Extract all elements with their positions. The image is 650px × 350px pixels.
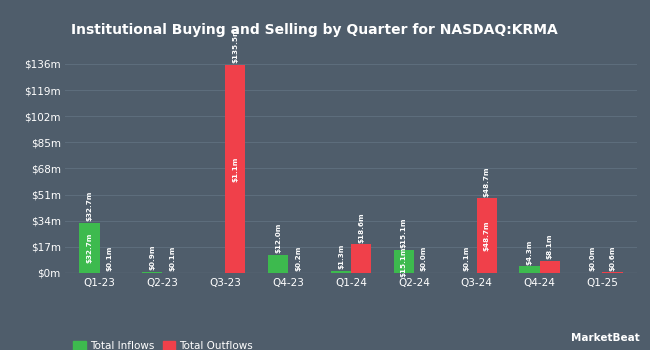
Text: $32.7m: $32.7m bbox=[86, 191, 92, 221]
Bar bbox=[519, 266, 540, 273]
Text: $15.1m: $15.1m bbox=[401, 246, 407, 276]
Text: $1.1m: $1.1m bbox=[232, 156, 239, 182]
Text: $0.6m: $0.6m bbox=[610, 245, 616, 271]
Text: MarketBeat: MarketBeat bbox=[571, 333, 640, 343]
Bar bbox=[603, 272, 623, 273]
Text: $15.1m: $15.1m bbox=[401, 218, 407, 248]
Bar bbox=[79, 223, 99, 273]
Bar bbox=[351, 244, 371, 273]
Bar bbox=[394, 250, 414, 273]
Bar bbox=[476, 198, 497, 273]
Text: $8.1m: $8.1m bbox=[547, 233, 552, 259]
Text: $0.2m: $0.2m bbox=[295, 246, 301, 271]
Text: $1.3m: $1.3m bbox=[338, 244, 344, 270]
Text: $0.1m: $0.1m bbox=[107, 246, 112, 271]
Text: $48.7m: $48.7m bbox=[484, 220, 489, 251]
Bar bbox=[540, 260, 560, 273]
Text: $135.5m: $135.5m bbox=[232, 28, 239, 63]
Text: $32.7m: $32.7m bbox=[86, 233, 92, 263]
Text: $0.1m: $0.1m bbox=[463, 246, 470, 271]
Text: $48.7m: $48.7m bbox=[484, 166, 489, 197]
Text: Institutional Buying and Selling by Quarter for NASDAQ:KRMA: Institutional Buying and Selling by Quar… bbox=[71, 23, 558, 37]
Text: $0.1m: $0.1m bbox=[170, 246, 176, 271]
Text: $0.9m: $0.9m bbox=[150, 245, 155, 270]
Text: $12.0m: $12.0m bbox=[275, 223, 281, 253]
Legend: Total Inflows, Total Outflows: Total Inflows, Total Outflows bbox=[70, 338, 256, 350]
Bar bbox=[268, 254, 288, 273]
Text: $0.0m: $0.0m bbox=[421, 246, 427, 272]
Bar bbox=[331, 271, 351, 273]
Text: $4.3m: $4.3m bbox=[526, 239, 532, 265]
Text: $18.6m: $18.6m bbox=[358, 212, 364, 243]
Text: $0.0m: $0.0m bbox=[590, 246, 595, 272]
Bar bbox=[226, 65, 246, 273]
Bar bbox=[142, 272, 162, 273]
